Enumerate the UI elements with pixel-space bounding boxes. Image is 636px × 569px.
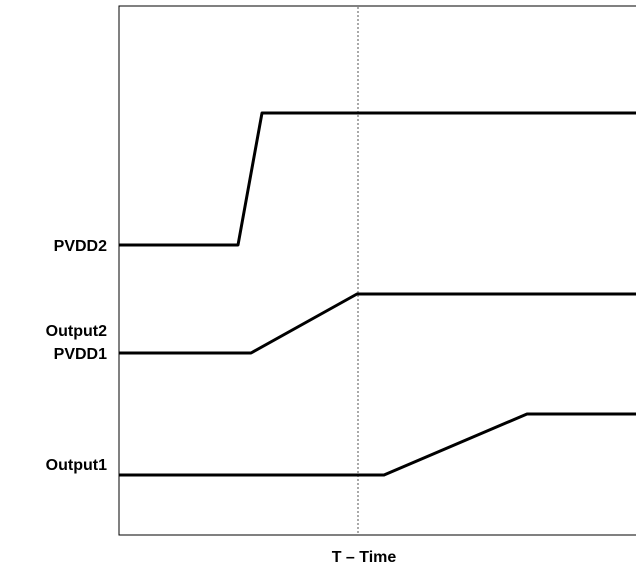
pvdd2-label: PVDD2 bbox=[54, 238, 107, 255]
output2-pvdd1-trace bbox=[119, 292, 636, 355]
output1-label: Output1 bbox=[46, 457, 107, 474]
output1-trace bbox=[119, 412, 636, 477]
output2-label: Output2 bbox=[46, 323, 107, 340]
pvdd2-trace bbox=[119, 111, 636, 247]
pvdd1-label: PVDD1 bbox=[54, 346, 107, 363]
x-axis-label: T – Time bbox=[332, 549, 397, 566]
plot-frame bbox=[118, 5, 636, 536]
